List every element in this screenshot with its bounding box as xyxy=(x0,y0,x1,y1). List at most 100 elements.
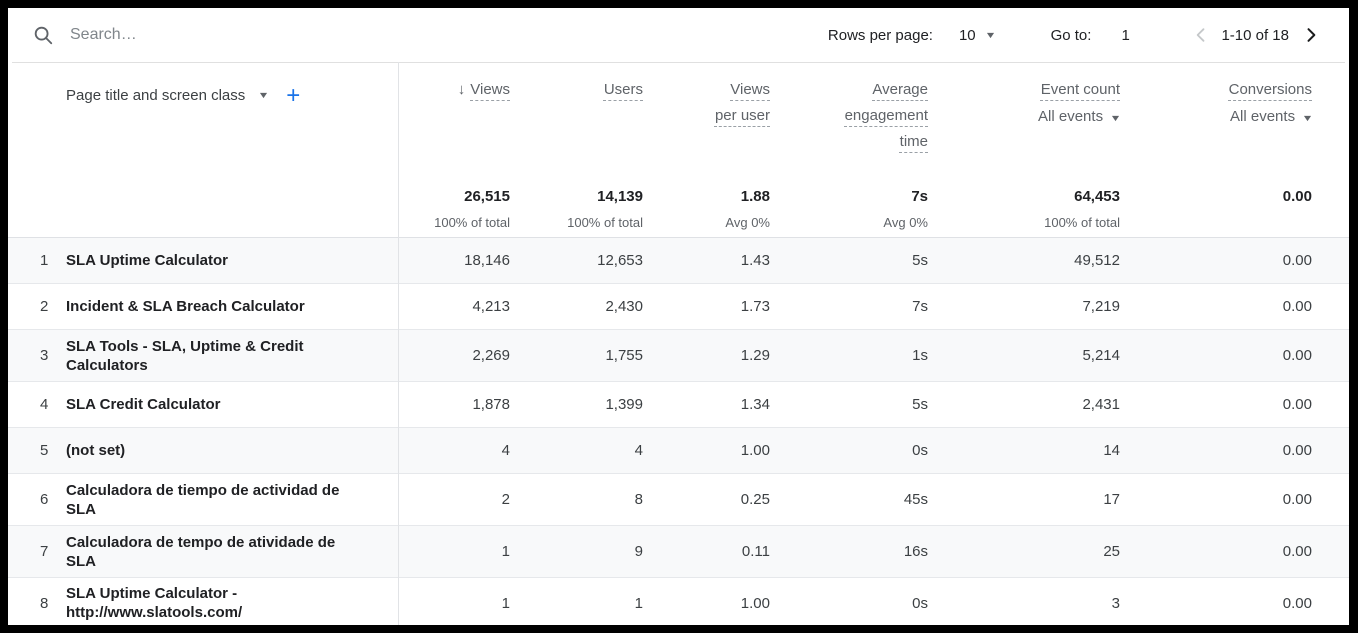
column-header-views[interactable]: ↓ Views xyxy=(398,63,510,155)
pagination-controls: Rows per page: 10 ▼ Go to: 1-10 of 18 xyxy=(828,23,1323,47)
totals-row: 26,515 100% of total 14,139 100% of tota… xyxy=(8,171,1349,238)
toolbar-divider xyxy=(12,62,1345,63)
table-row[interactable]: 3 SLA Tools - SLA, Uptime & Credit Calcu… xyxy=(8,330,1349,382)
dimension-header-label: Page title and screen class xyxy=(66,87,246,104)
table-row[interactable]: 8 SLA Uptime Calculator - http://www.sla… xyxy=(8,578,1349,625)
rows-per-page-value: 10 xyxy=(958,26,976,44)
event-count-cell: 14 xyxy=(1103,442,1120,459)
search-icon xyxy=(34,26,53,45)
table-header: Page title and screen class ▼ + ↓ Views U… xyxy=(8,63,1349,171)
add-dimension-icon[interactable]: + xyxy=(286,82,301,109)
search-bar[interactable] xyxy=(32,24,828,46)
page-title-cell: Calculadora de tempo de atividade de SLA xyxy=(66,533,336,570)
avg-engagement-time-cell: 5s xyxy=(912,252,928,269)
page-range-text: 1-10 of 18 xyxy=(1221,26,1289,44)
avg-engagement-time-cell: 7s xyxy=(912,298,928,315)
table-row[interactable]: 4 SLA Credit Calculator 1,878 1,399 1.34… xyxy=(8,382,1349,428)
conversions-cell: 0.00 xyxy=(1282,594,1312,612)
totals-avg-engagement-time: 7s Avg 0% xyxy=(883,188,928,230)
views-cell: 2 xyxy=(501,491,510,508)
views-per-user-cell: 1.00 xyxy=(740,442,770,459)
users-cell: 1,755 xyxy=(605,347,643,364)
avg-engagement-time-cell: 0s xyxy=(912,442,928,459)
conversions-cell: 0.00 xyxy=(1282,252,1312,269)
go-to-page-input[interactable] xyxy=(1121,26,1162,44)
table-row[interactable]: 2 Incident & SLA Breach Calculator 4,213… xyxy=(8,284,1349,330)
users-cell: 9 xyxy=(634,543,643,560)
dimension-header[interactable]: Page title and screen class ▼ + xyxy=(58,63,398,155)
table-row[interactable]: 6 Calculadora de tiempo de actividad de … xyxy=(8,474,1349,526)
avg-engagement-time-cell: 1s xyxy=(912,347,928,364)
row-index: 3 xyxy=(40,347,49,364)
row-index: 8 xyxy=(40,594,49,612)
totals-views: 26,515 100% of total xyxy=(434,188,510,230)
event-count-cell: 49,512 xyxy=(1074,252,1120,269)
column-header-views-per-user[interactable]: Views per user xyxy=(643,63,770,155)
conversions-filter[interactable]: All events ▼ xyxy=(1120,103,1314,132)
views-cell: 1,878 xyxy=(472,396,510,413)
conversions-cell: 0.00 xyxy=(1282,396,1312,413)
column-header-label: Views xyxy=(470,81,510,98)
page-title-cell: SLA Credit Calculator xyxy=(66,396,221,413)
event-count-cell: 3 xyxy=(1111,594,1120,612)
conversions-cell: 0.00 xyxy=(1282,347,1312,364)
totals-views-per-user: 1.88 Avg 0% xyxy=(725,188,770,230)
views-per-user-cell: 1.29 xyxy=(740,347,770,364)
column-header-label: Users xyxy=(603,81,643,98)
event-count-cell: 7,219 xyxy=(1082,298,1120,315)
chevron-down-icon[interactable]: ▼ xyxy=(257,90,270,100)
go-to-label: Go to: xyxy=(1050,26,1092,44)
rows-per-page-label: Rows per page: xyxy=(827,26,933,44)
users-cell: 1,399 xyxy=(605,396,643,413)
views-cell: 4 xyxy=(501,442,510,459)
totals-conversions: 0.00 xyxy=(1282,188,1312,205)
event-count-filter[interactable]: All events ▼ xyxy=(928,103,1122,132)
event-count-cell: 5,214 xyxy=(1082,347,1120,364)
table-toolbar: Rows per page: 10 ▼ Go to: 1-10 of 18 xyxy=(8,8,1349,62)
table-row[interactable]: 1 SLA Uptime Calculator 18,146 12,653 1.… xyxy=(8,238,1349,284)
next-page-button[interactable] xyxy=(1299,23,1323,47)
views-cell: 4,213 xyxy=(472,298,510,315)
column-header-event-count[interactable]: Event count All events ▼ xyxy=(928,63,1122,155)
views-per-user-cell: 1.73 xyxy=(740,298,770,315)
page-title-cell: Calculadora de tiempo de actividad de SL… xyxy=(66,481,340,518)
event-count-cell: 2,431 xyxy=(1082,396,1120,413)
users-cell: 1 xyxy=(634,594,643,612)
page-title-cell: Incident & SLA Breach Calculator xyxy=(66,298,305,315)
search-input[interactable] xyxy=(70,26,490,44)
views-per-user-cell: 1.34 xyxy=(740,396,770,413)
chevron-down-icon: ▼ xyxy=(984,30,997,40)
row-index: 4 xyxy=(40,396,49,413)
users-cell: 12,653 xyxy=(597,252,643,269)
row-index: 2 xyxy=(40,298,49,315)
sort-descending-icon: ↓ xyxy=(457,81,466,98)
event-count-cell: 25 xyxy=(1103,543,1120,560)
page-title-cell: SLA Tools - SLA, Uptime & Credit Calcula… xyxy=(66,337,304,374)
views-per-user-cell: 1.43 xyxy=(740,252,770,269)
table-row[interactable]: 5 (not set) 4 4 1.00 0s 14 0.00 xyxy=(8,428,1349,474)
column-header-avg-engagement-time[interactable]: Average engagement time xyxy=(770,63,928,155)
chevron-down-icon: ▼ xyxy=(1109,113,1122,123)
avg-engagement-time-cell: 16s xyxy=(903,543,928,560)
rows-per-page-select[interactable]: 10 ▼ xyxy=(958,26,997,44)
column-header-label: Average engagement time xyxy=(844,81,928,150)
users-cell: 8 xyxy=(634,491,643,508)
column-header-label: Views per user xyxy=(714,81,770,124)
conversions-cell: 0.00 xyxy=(1282,543,1312,560)
users-cell: 2,430 xyxy=(605,298,643,315)
avg-engagement-time-cell: 0s xyxy=(912,594,928,612)
totals-event-count: 64,453 100% of total xyxy=(1044,188,1120,230)
analytics-table-panel: Rows per page: 10 ▼ Go to: 1-10 of 18 xyxy=(8,8,1349,625)
views-cell: 1 xyxy=(501,543,510,560)
page-title-cell: (not set) xyxy=(66,442,126,459)
previous-page-button[interactable] xyxy=(1189,23,1213,47)
column-header-users[interactable]: Users xyxy=(510,63,643,155)
users-cell: 4 xyxy=(634,442,643,459)
chevron-right-icon xyxy=(1307,28,1316,42)
views-per-user-cell: 0.25 xyxy=(740,491,770,508)
chevron-down-icon: ▼ xyxy=(1301,113,1314,123)
column-header-conversions[interactable]: Conversions All events ▼ xyxy=(1120,63,1349,155)
column-header-label: Conversions xyxy=(1228,81,1312,98)
page-title-cell: SLA Uptime Calculator - http://www.slato… xyxy=(66,585,243,621)
table-row[interactable]: 7 Calculadora de tempo de atividade de S… xyxy=(8,526,1349,578)
